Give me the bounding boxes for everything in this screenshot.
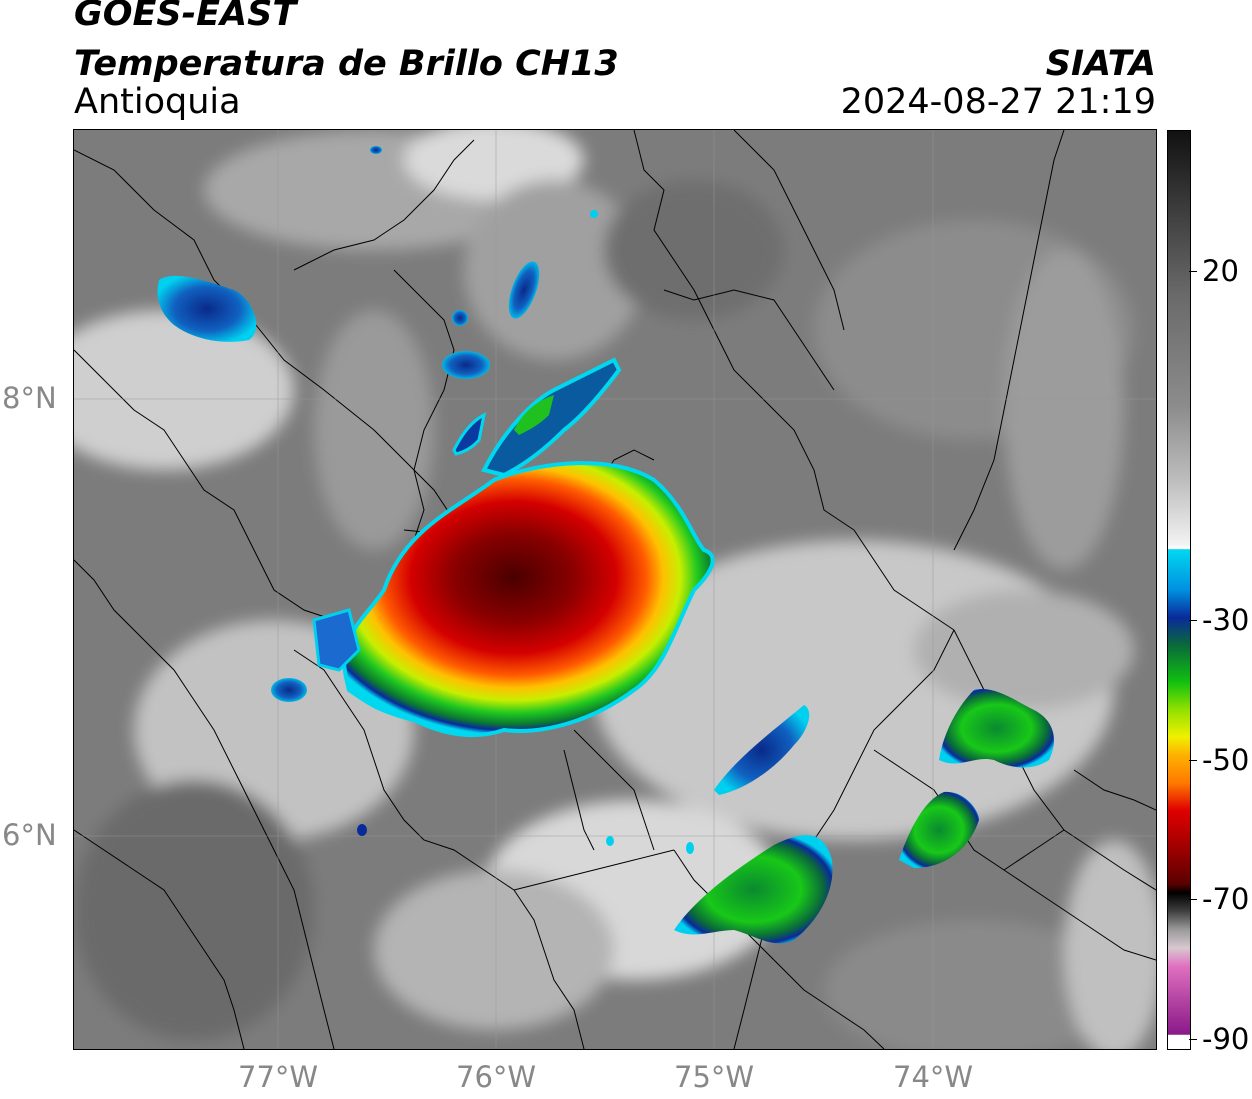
- map-canvas: [74, 130, 1156, 1049]
- colorbar-tick-20: [1189, 271, 1197, 272]
- cell-southeast-small: [899, 791, 979, 868]
- cell-south: [674, 835, 833, 944]
- product-title: Temperatura de Brillo CH13: [74, 44, 619, 84]
- lon-label-76w: 76°W: [456, 1060, 537, 1094]
- temperature-colorbar: [1167, 130, 1191, 1050]
- agency-label: SIATA: [1045, 44, 1156, 84]
- colorbar-label-minus50: -50: [1202, 743, 1250, 777]
- timestamp-label: 2024-08-27 21:19: [840, 82, 1156, 122]
- colorbar-label-minus90: -90: [1202, 1022, 1250, 1056]
- lat-label-6n: 6°N: [2, 818, 57, 852]
- cell-northwest: [157, 275, 257, 342]
- colorbar-tick-minus30: [1189, 620, 1197, 621]
- colorbar-label-minus70: -70: [1202, 882, 1250, 916]
- colorbar-tick-minus90: [1189, 1039, 1197, 1040]
- colorbar-tick-minus70: [1189, 899, 1197, 900]
- convective-cells: [157, 146, 1054, 944]
- lon-label-75w: 75°W: [674, 1060, 755, 1094]
- region-subtitle: Antioquia: [74, 82, 241, 122]
- lat-label-8n: 8°N: [2, 381, 57, 415]
- colorbar-tick-minus50: [1189, 760, 1197, 761]
- colorbar-label-20: 20: [1202, 254, 1239, 288]
- main-convective-system: [312, 357, 715, 738]
- cloud-field: [74, 130, 1156, 1049]
- cell-west-fragments: [271, 678, 694, 854]
- colorbar-label-minus30: -30: [1202, 603, 1250, 637]
- satellite-title: GOES-EAST: [74, 0, 297, 34]
- cell-central-east: [714, 705, 810, 795]
- cell-north-fragments: [370, 146, 598, 379]
- satellite-map: [73, 129, 1157, 1050]
- cell-east-upper: [939, 689, 1054, 768]
- lon-label-74w: 74°W: [893, 1060, 974, 1094]
- lon-label-77w: 77°W: [238, 1060, 319, 1094]
